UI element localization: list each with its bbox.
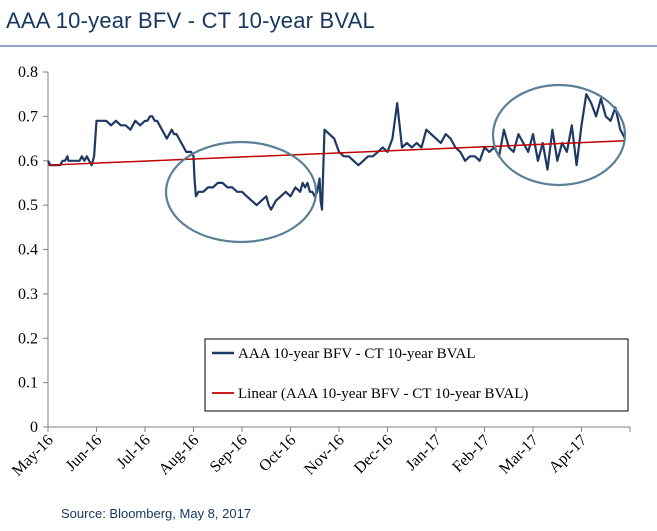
x-tick-label: Oct-16 [256,432,299,475]
highlight-ellipses [164,83,627,244]
legend-label-spread: AAA 10-year BFV - CT 10-year BVAL [238,346,475,362]
x-tick-label: Jun-16 [63,432,106,475]
legend-label-linear: Linear (AAA 10-year BFV - CT 10-year BVA… [238,386,528,402]
y-tick-label: 0.5 [18,197,38,214]
title-divider [0,45,657,47]
x-tick-label: Aug-16 [156,432,203,479]
y-tick-label: 0.2 [18,330,38,347]
source-note: Source: Bloomberg, May 8, 2017 [61,506,252,521]
legend-box [204,338,629,412]
y-axis-ticks: 0 0.1 0.2 0.3 0.4 0.5 0.6 0.7 0.8 [18,64,48,436]
x-tick-label: Nov-16 [301,432,348,479]
y-tick-label: 0.1 [18,375,38,392]
x-tick-label: Dec-16 [351,432,396,477]
series-line-linear-trend [47,140,626,166]
y-tick-label: 0.7 [18,108,38,125]
y-tick-label: 0.3 [18,286,38,303]
x-tick-label: Feb-17 [449,432,493,476]
page-title: AAA 10-year BFV - CT 10-year BVAL [6,8,375,33]
x-tick-label: May-16 [9,432,57,480]
highlight-ellipse-left [164,140,318,244]
x-axis-ticks: May-16 Jun-16 Jul-16 Aug-16 Sep-16 Oct-16 Nov-… [9,427,631,480]
chart-legend: AAA 10-year BFV - CT 10-year BVAL Linear … [204,338,629,412]
y-tick-label: 0.6 [18,153,38,170]
x-tick-label: Jan-17 [403,432,445,474]
x-tick-label: Mar-17 [496,432,542,478]
highlight-ellipse-right [491,83,627,187]
x-tick-label: Sep-16 [207,432,251,476]
series-line-spread [47,93,627,211]
y-tick-label: 0.4 [18,242,38,259]
y-tick-label: 0 [30,419,38,436]
x-tick-label: Jul-16 [114,432,154,472]
chart-series [47,93,627,211]
x-tick-label: Apr-17 [546,432,590,476]
y-tick-label: 0.8 [18,64,38,81]
